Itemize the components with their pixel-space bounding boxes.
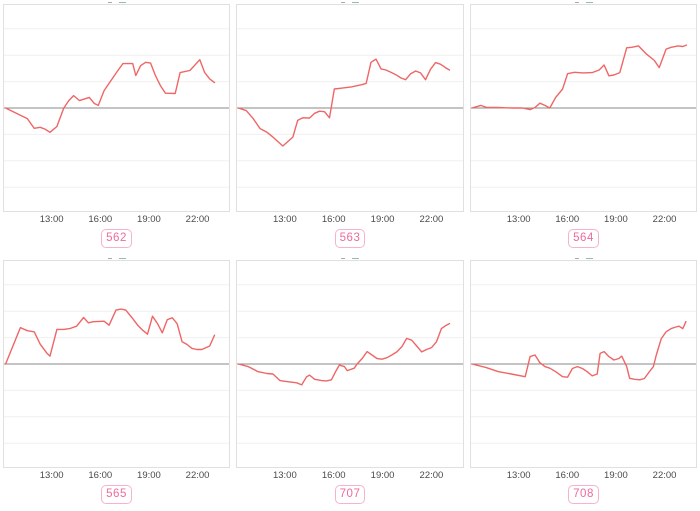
x-tick-label: 13:00 bbox=[39, 214, 64, 225]
series-line bbox=[472, 322, 686, 380]
x-tick-label: 13:00 bbox=[506, 470, 531, 481]
badge-row: 563 bbox=[233, 228, 467, 252]
badge-row: 707 bbox=[233, 484, 467, 508]
chart-frame bbox=[236, 260, 464, 468]
x-tick-label: 19:00 bbox=[137, 214, 161, 225]
clipped-text-mark bbox=[118, 258, 126, 259]
line-chart bbox=[237, 5, 463, 211]
chart-id-badge[interactable]: 708 bbox=[568, 485, 599, 504]
series-line bbox=[6, 309, 215, 364]
clipped-title-fragment bbox=[0, 0, 233, 3]
x-tick-label: 16:00 bbox=[555, 470, 580, 481]
clipped-text-mark bbox=[585, 258, 593, 259]
line-chart bbox=[4, 5, 229, 211]
badge-row: 564 bbox=[467, 228, 700, 252]
chart-id-badge[interactable]: 562 bbox=[101, 229, 132, 248]
x-tick-label: 13:00 bbox=[506, 214, 531, 225]
clipped-text-mark bbox=[585, 2, 593, 3]
x-tick-label: 16:00 bbox=[88, 214, 113, 225]
series-line bbox=[238, 59, 449, 146]
chart-frame bbox=[470, 4, 697, 212]
x-tick-label: 22:00 bbox=[185, 214, 210, 225]
x-axis: 13:00 16:00 19:00 22:00 bbox=[3, 212, 230, 226]
x-tick-label: 16:00 bbox=[555, 214, 580, 225]
series-line bbox=[472, 45, 686, 110]
chart-id-badge[interactable]: 707 bbox=[334, 485, 366, 504]
x-tick-label: 19:00 bbox=[137, 470, 161, 481]
x-tick-label: 13:00 bbox=[272, 470, 297, 481]
chart-id-badge[interactable]: 564 bbox=[568, 229, 599, 248]
x-tick-label: 22:00 bbox=[185, 470, 210, 481]
clipped-text-mark bbox=[107, 2, 112, 3]
clipped-title-fragment bbox=[467, 256, 700, 259]
chart-cell: 13:00 16:00 19:00 22:00 564 bbox=[467, 0, 700, 252]
x-tick-label: 19:00 bbox=[604, 470, 628, 481]
clipped-text-mark bbox=[574, 258, 579, 259]
chart-frame bbox=[3, 260, 230, 468]
series-line bbox=[6, 60, 215, 133]
x-axis: 13:00 16:00 19:00 22:00 bbox=[3, 468, 230, 482]
clipped-title-fragment bbox=[0, 256, 233, 259]
clipped-title-fragment bbox=[467, 0, 700, 3]
badge-row: 565 bbox=[0, 484, 233, 508]
x-tick-label: 22:00 bbox=[419, 214, 444, 225]
x-axis: 13:00 16:00 19:00 22:00 bbox=[470, 212, 697, 226]
clipped-text-mark bbox=[352, 258, 359, 259]
chart-frame bbox=[470, 260, 697, 468]
x-tick-label: 16:00 bbox=[321, 214, 346, 225]
x-tick-label: 13:00 bbox=[272, 214, 297, 225]
x-tick-label: 13:00 bbox=[39, 470, 64, 481]
x-axis: 13:00 16:00 19:00 22:00 bbox=[236, 212, 464, 226]
clipped-text-mark bbox=[118, 2, 126, 3]
x-tick-label: 19:00 bbox=[370, 470, 395, 481]
series-line bbox=[238, 324, 449, 385]
chart-cell: 13:00 16:00 19:00 22:00 707 bbox=[233, 256, 467, 508]
clipped-text-mark bbox=[341, 258, 345, 259]
chart-id-badge[interactable]: 565 bbox=[101, 485, 132, 504]
chart-cell: 13:00 16:00 19:00 22:00 563 bbox=[233, 0, 467, 252]
x-tick-label: 16:00 bbox=[88, 470, 113, 481]
badge-row: 708 bbox=[467, 484, 700, 508]
x-tick-label: 16:00 bbox=[321, 470, 346, 481]
clipped-title-fragment bbox=[233, 0, 467, 3]
clipped-text-mark bbox=[341, 2, 345, 3]
badge-row: 562 bbox=[0, 228, 233, 252]
clipped-text-mark bbox=[107, 258, 112, 259]
line-chart bbox=[471, 261, 696, 467]
line-chart bbox=[4, 261, 229, 467]
x-tick-label: 22:00 bbox=[652, 214, 677, 225]
x-tick-label: 22:00 bbox=[652, 470, 677, 481]
x-axis: 13:00 16:00 19:00 22:00 bbox=[236, 468, 464, 482]
chart-frame bbox=[236, 4, 464, 212]
chart-frame bbox=[3, 4, 230, 212]
clipped-text-mark bbox=[574, 2, 579, 3]
x-tick-label: 19:00 bbox=[604, 214, 628, 225]
x-tick-label: 19:00 bbox=[370, 214, 395, 225]
chart-cell: 13:00 16:00 19:00 22:00 562 bbox=[0, 0, 233, 252]
clipped-title-fragment bbox=[233, 256, 467, 259]
x-axis: 13:00 16:00 19:00 22:00 bbox=[470, 468, 697, 482]
line-chart bbox=[471, 5, 696, 211]
line-chart bbox=[237, 261, 463, 467]
x-tick-label: 22:00 bbox=[419, 470, 444, 481]
clipped-text-mark bbox=[352, 2, 359, 3]
chart-cell: 13:00 16:00 19:00 22:00 565 bbox=[0, 256, 233, 508]
chart-cell: 13:00 16:00 19:00 22:00 708 bbox=[467, 256, 700, 508]
chart-id-badge[interactable]: 563 bbox=[334, 229, 366, 248]
